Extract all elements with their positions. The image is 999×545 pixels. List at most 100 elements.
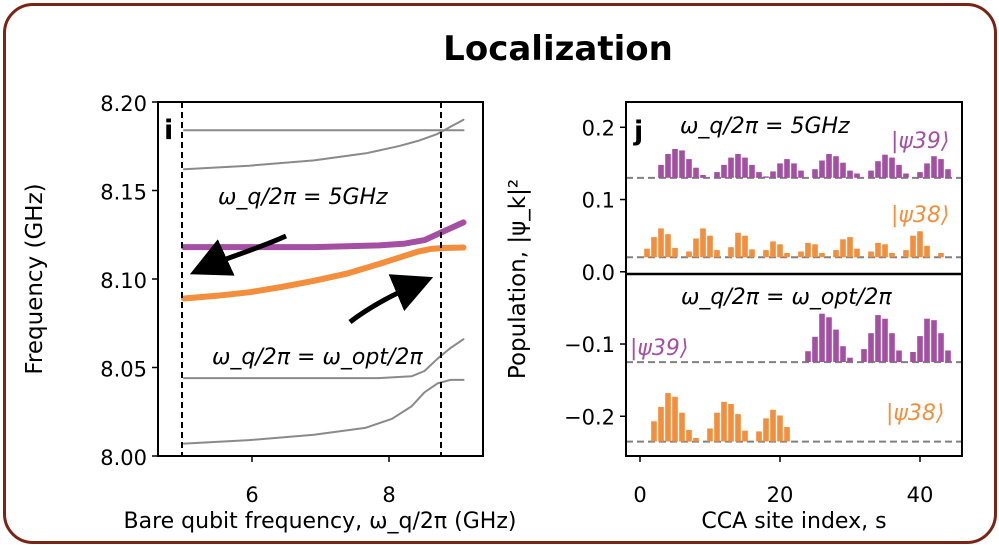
- panel-i: i 8.20 8.15 8.10 8.05 8.00 6 8 Frequency…: [22, 92, 484, 507]
- panel-i-yticks: 8.20 8.15 8.10 8.05 8.00: [100, 92, 158, 470]
- bar-lower-orange: [770, 409, 776, 442]
- bar-lower-orange: [784, 427, 790, 442]
- ytick-label: 8.10: [100, 269, 147, 293]
- bar-upper-orange: [749, 249, 755, 258]
- panel-j: j ω_q/2π = 5GHz ω_q/2π = ω_opt/2π |ψ39⟩ …: [505, 101, 963, 507]
- bar-lower-orange: [672, 396, 678, 442]
- bar-upper-orange: [644, 248, 650, 258]
- ytick-label: 8.20: [100, 92, 147, 116]
- bar-upper-orange: [798, 251, 804, 258]
- mode-line: [183, 338, 465, 380]
- arrow-to-psi38: [348, 274, 434, 324]
- panel-j-xlabel: CCA site index, s: [701, 509, 886, 534]
- ytick-label: 8.00: [100, 446, 147, 470]
- bar-upper-orange: [763, 250, 769, 258]
- bar-upper-orange: [658, 228, 664, 258]
- bar-lower-orange: [721, 401, 727, 442]
- bar-upper-orange: [735, 232, 741, 258]
- psi39-line: [181, 219, 467, 251]
- bar-upper-purple: [812, 169, 818, 178]
- bar-upper-purple: [854, 173, 860, 178]
- bar-upper-orange: [868, 251, 874, 258]
- bar-upper-purple: [658, 164, 664, 178]
- bar-upper-orange: [805, 242, 811, 258]
- panel-label-j: j: [633, 116, 643, 147]
- bar-lower-orange: [714, 412, 720, 442]
- bar-upper-purple: [700, 175, 706, 178]
- panel-j-axes: [625, 101, 963, 457]
- label-psi39-upper: |ψ39⟩: [891, 129, 950, 154]
- bar-lower-purple: [812, 336, 818, 363]
- xtick-label: 0: [633, 483, 646, 507]
- bar-lower-purple: [875, 315, 881, 363]
- ytick-label: 0.1: [582, 189, 615, 213]
- xtick-label: 8: [382, 483, 395, 507]
- bar-lower-orange: [658, 406, 664, 442]
- bar-lower-purple: [861, 349, 867, 363]
- bar-upper-orange: [903, 250, 909, 258]
- bar-lower-orange: [665, 393, 671, 442]
- panel-i-xlabel: Bare qubit frequency, ω_q/2π (GHz): [124, 509, 517, 534]
- bar-lower-purple: [868, 333, 874, 363]
- bar-upper-purple: [770, 171, 776, 178]
- arrow-to-psi39: [189, 233, 288, 276]
- panel-j-bars: [644, 149, 951, 442]
- bar-lower-orange: [763, 418, 769, 442]
- bar-upper-purple: [693, 167, 699, 178]
- bar-lower-orange: [707, 428, 713, 442]
- bar-lower-purple: [882, 318, 888, 362]
- xtick-label: 20: [767, 483, 794, 507]
- bar-upper-orange: [819, 253, 825, 258]
- label-psi39-lower: |ψ39⟩: [630, 336, 689, 361]
- bar-lower-orange: [756, 431, 762, 442]
- bar-upper-orange: [882, 244, 888, 258]
- label-psi38-lower: |ψ38⟩: [886, 401, 945, 426]
- bar-upper-orange: [910, 235, 916, 258]
- bar-upper-purple: [826, 154, 832, 178]
- bar-upper-orange: [889, 253, 895, 258]
- bar-upper-orange: [686, 251, 692, 258]
- bar-upper-orange: [812, 244, 818, 258]
- bar-lower-purple: [833, 329, 839, 363]
- bar-lower-purple: [896, 350, 902, 363]
- bar-lower-orange: [679, 412, 685, 442]
- bar-lower-orange: [728, 404, 734, 442]
- bar-lower-orange: [693, 437, 699, 442]
- bar-upper-orange: [840, 239, 846, 258]
- psi38-line: [181, 244, 467, 302]
- bar-upper-purple: [938, 159, 944, 178]
- ytick-label: 8.05: [100, 358, 147, 382]
- bar-upper-purple: [833, 156, 839, 178]
- panel-label-i: i: [164, 115, 173, 146]
- bar-upper-purple: [847, 170, 853, 178]
- bar-upper-orange: [777, 244, 783, 258]
- bar-lower-purple: [945, 350, 951, 363]
- ytick-label: 8.15: [100, 181, 147, 205]
- bar-lower-purple: [931, 320, 937, 363]
- bar-lower-purple: [910, 352, 916, 363]
- bar-lower-purple: [889, 333, 895, 363]
- bar-upper-orange: [833, 250, 839, 258]
- bar-upper-purple: [742, 157, 748, 178]
- bar-upper-purple: [791, 163, 797, 178]
- annotation-5ghz: ω_q/2π = 5GHz: [218, 185, 388, 210]
- bar-upper-purple: [728, 157, 734, 178]
- bar-upper-purple: [875, 161, 881, 178]
- bar-upper-purple: [931, 156, 937, 178]
- bar-upper-orange: [875, 242, 881, 258]
- bar-upper-purple: [679, 150, 685, 178]
- mode-line: [183, 378, 465, 445]
- annotation-opt: ω_q/2π = ω_opt/2π: [212, 345, 423, 370]
- bar-upper-orange: [707, 235, 713, 258]
- bar-upper-orange: [665, 234, 671, 258]
- header-upper: ω_q/2π = 5GHz: [680, 114, 850, 139]
- panel-j-ylabel: Population, |ψ_k|²: [505, 179, 531, 379]
- bar-lower-purple: [938, 333, 944, 363]
- bar-lower-orange: [686, 430, 692, 442]
- bar-lower-purple: [847, 357, 853, 362]
- bar-upper-purple: [945, 169, 951, 178]
- bar-upper-orange: [728, 247, 734, 258]
- bar-lower-purple: [924, 318, 930, 362]
- bar-upper-orange: [847, 237, 853, 258]
